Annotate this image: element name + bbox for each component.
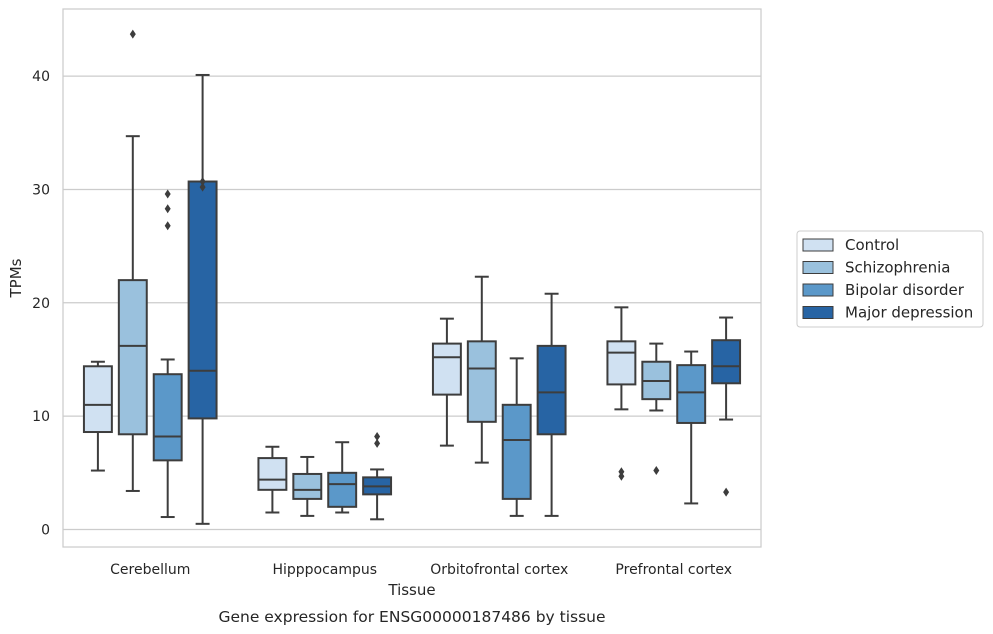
outlier-point xyxy=(723,487,730,497)
chart-caption: Gene expression for ENSG00000187486 by t… xyxy=(218,608,605,626)
y-axis-label: TPMs xyxy=(7,258,25,298)
outlier-point xyxy=(199,182,206,192)
legend-swatch xyxy=(802,306,834,319)
box-schizophrenia xyxy=(292,455,323,517)
box-bipolar-disorder xyxy=(152,189,183,519)
box-major-depression xyxy=(711,316,742,497)
y-tick-label: 30 xyxy=(32,182,50,198)
x-tick-label: Hipppocampus xyxy=(272,562,377,578)
box-iqr xyxy=(536,344,567,436)
outlier-point xyxy=(618,467,625,477)
outlier-point xyxy=(374,432,381,442)
y-tick-label: 40 xyxy=(32,69,50,85)
outlier-point xyxy=(164,221,171,231)
y-tick-label: 10 xyxy=(32,409,50,425)
box-iqr xyxy=(187,180,218,420)
box-control xyxy=(257,445,288,514)
outlier-point xyxy=(129,29,136,39)
legend-label: Bipolar disorder xyxy=(845,281,965,299)
box-major-depression xyxy=(536,292,567,517)
box-iqr xyxy=(82,365,113,434)
legend-label: Schizophrenia xyxy=(845,259,950,277)
box-major-depression xyxy=(187,73,218,525)
y-tick-label: 0 xyxy=(41,523,50,539)
outlier-point xyxy=(618,471,625,481)
box-control xyxy=(82,360,113,472)
legend-swatch xyxy=(802,283,834,297)
box-bipolar-disorder xyxy=(676,350,707,505)
box-schizophrenia xyxy=(466,275,497,464)
outlier-point xyxy=(164,189,171,199)
x-tick-label: Prefrontal cortex xyxy=(615,562,732,578)
box-bipolar-disorder xyxy=(327,441,358,514)
box-iqr xyxy=(292,472,323,500)
outlier-point xyxy=(199,177,206,187)
box-schizophrenia xyxy=(641,342,672,476)
legend-frame xyxy=(796,230,984,328)
box-iqr xyxy=(711,339,742,385)
box-iqr xyxy=(676,364,707,424)
y-tick-label: 20 xyxy=(32,296,50,312)
box-bipolar-disorder xyxy=(501,357,532,517)
box-plots xyxy=(82,29,742,525)
box-iqr xyxy=(327,471,358,508)
x-axis-label: Tissue xyxy=(387,581,435,599)
legend-swatch xyxy=(802,238,834,252)
outlier-point xyxy=(653,466,660,476)
outlier-point xyxy=(164,204,171,214)
legend-swatch xyxy=(802,261,834,274)
box-iqr xyxy=(606,340,637,386)
box-iqr xyxy=(501,403,532,500)
box-iqr xyxy=(152,373,183,462)
outlier-point xyxy=(374,438,381,448)
box-major-depression xyxy=(362,432,393,521)
box-iqr xyxy=(257,457,288,491)
x-tick-label: Orbitofrontal cortex xyxy=(430,562,568,578)
legend: Control Schizophrenia Bipolar disorder Majo… xyxy=(796,230,984,328)
plot-frame xyxy=(62,8,762,548)
box-control xyxy=(606,306,637,481)
box-control xyxy=(431,317,462,447)
box-iqr xyxy=(466,340,497,423)
box-iqr xyxy=(431,342,462,396)
box-iqr xyxy=(117,279,148,436)
x-tick-label: Cerebellum xyxy=(110,562,190,578)
legend-label: Major depression xyxy=(845,304,973,322)
legend-label: Control xyxy=(845,236,899,254)
axis-ticks: 0 10 20 30 40 Cerebellum Hipppocampus Orbitofro… xyxy=(32,69,732,578)
box-schizophrenia xyxy=(117,29,148,492)
